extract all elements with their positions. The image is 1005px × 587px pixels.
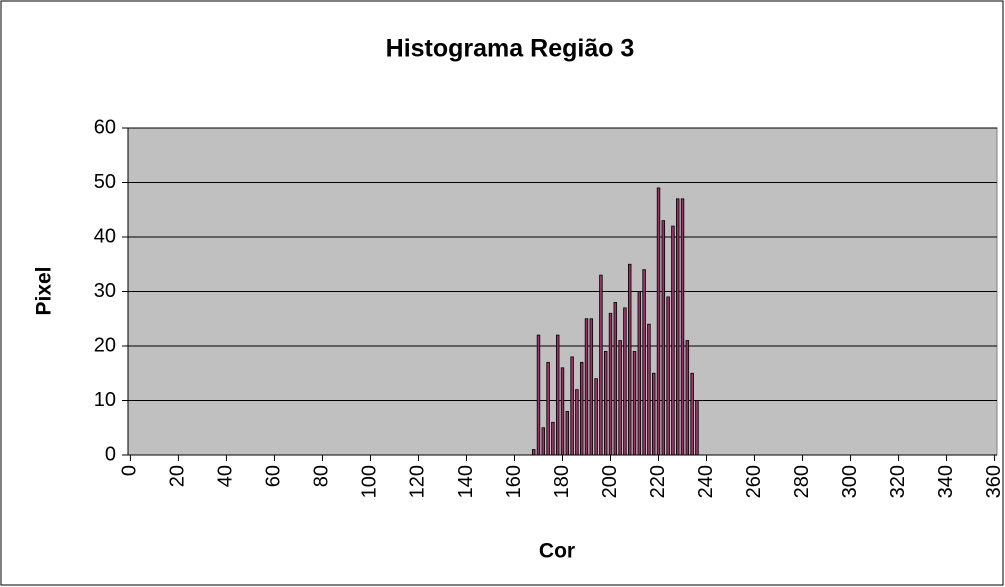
- x-tick-label: 100: [359, 465, 381, 498]
- x-tick-label: 160: [503, 465, 525, 498]
- bar: [627, 263, 632, 456]
- bar: [608, 312, 613, 456]
- x-tick-label: 20: [167, 465, 189, 487]
- x-tick-label: 120: [407, 465, 429, 498]
- bar: [560, 367, 565, 456]
- bar: [531, 449, 536, 456]
- bar: [661, 220, 666, 456]
- x-tick-label: 0: [119, 465, 141, 476]
- bar: [589, 318, 594, 456]
- x-tick-label: 140: [455, 465, 477, 498]
- bar: [575, 389, 579, 456]
- bar: [546, 361, 550, 456]
- x-tick-label: 340: [935, 465, 957, 498]
- x-tick-label: 300: [839, 465, 861, 498]
- bar: [594, 378, 598, 456]
- x-tick-label: 240: [695, 465, 717, 498]
- y-tick-label: 50: [94, 171, 116, 193]
- bar: [541, 427, 546, 456]
- bar: [579, 361, 584, 456]
- bar: [695, 400, 699, 456]
- y-tick-label: 40: [94, 225, 116, 247]
- y-tick-label: 0: [105, 443, 116, 465]
- bar: [680, 198, 685, 456]
- y-tick-label: 20: [94, 334, 116, 356]
- bar: [642, 269, 646, 456]
- x-tick-label: 320: [887, 465, 909, 498]
- bar: [555, 334, 560, 456]
- x-tick-label: 220: [647, 465, 669, 498]
- x-tick-label: 180: [551, 465, 573, 498]
- bar: [618, 340, 622, 456]
- x-tick-label: 260: [743, 465, 765, 498]
- y-tick-label: 30: [94, 280, 116, 302]
- bar: [671, 225, 675, 456]
- x-axis-label: Cor: [539, 540, 575, 563]
- bar: [637, 291, 642, 456]
- chart-title: Histograma Região 3: [386, 35, 635, 63]
- y-tick-label: 10: [94, 389, 116, 411]
- bar: [603, 351, 608, 456]
- bar: [676, 198, 680, 456]
- bar: [565, 410, 570, 456]
- bar: [666, 296, 670, 456]
- bar: [623, 307, 627, 456]
- bar: [632, 351, 637, 456]
- bar: [584, 318, 589, 456]
- y-tick-label: 60: [94, 116, 116, 138]
- x-tick-label: 60: [263, 465, 285, 487]
- bar: [551, 421, 555, 456]
- x-tick-label: 200: [599, 465, 621, 498]
- x-tick-label: 280: [791, 465, 813, 498]
- bar: [656, 187, 661, 456]
- bar: [647, 323, 651, 456]
- bar: [599, 274, 603, 456]
- bar: [685, 340, 690, 456]
- bar: [690, 372, 694, 456]
- x-tick-label: 40: [215, 465, 237, 487]
- bar: [652, 372, 656, 456]
- bar: [536, 334, 541, 456]
- x-tick-label: 80: [311, 465, 333, 487]
- bar: [570, 356, 574, 456]
- bar: [613, 301, 618, 456]
- x-tick-label: 360: [983, 465, 1005, 498]
- y-axis-label: Pixel: [33, 266, 56, 315]
